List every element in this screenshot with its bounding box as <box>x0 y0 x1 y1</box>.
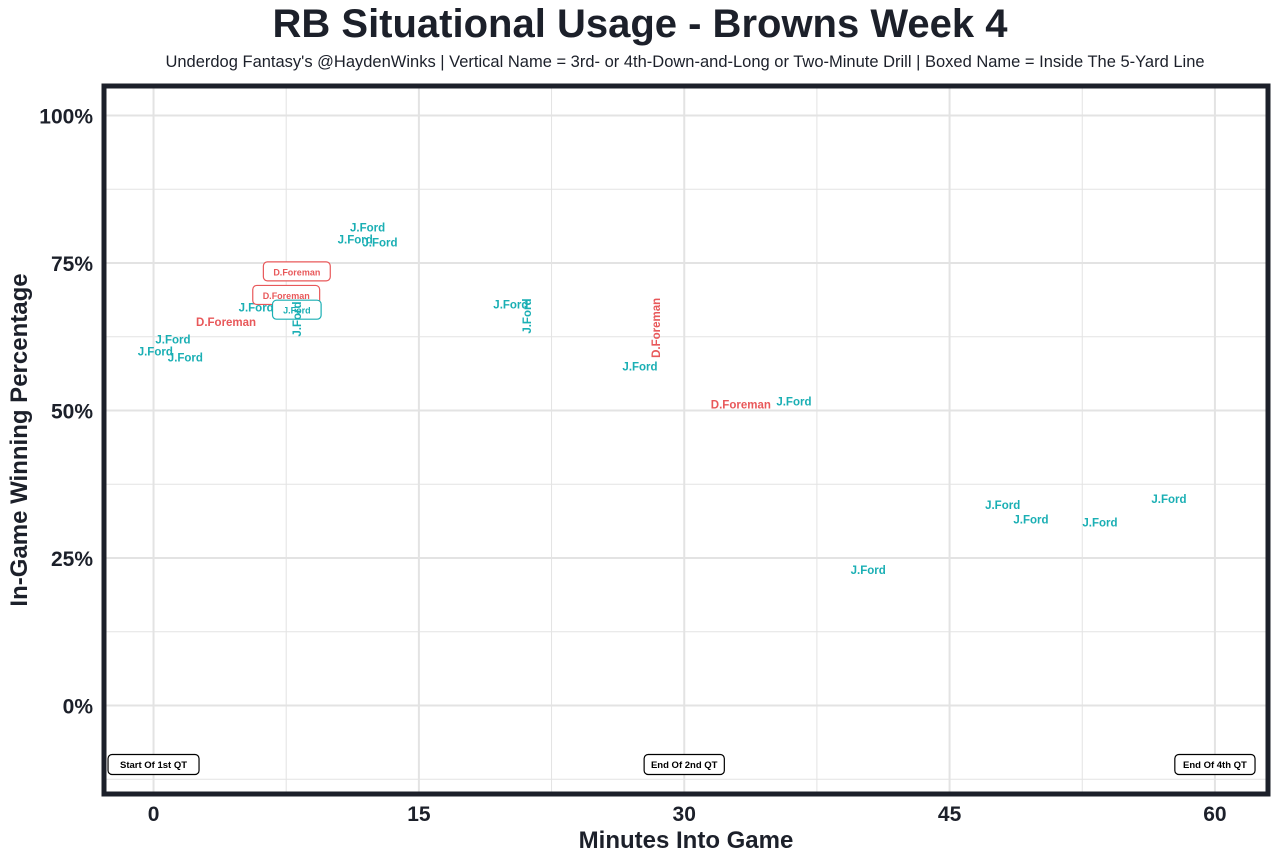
quarter-annotation: Start Of 1st QT <box>107 753 200 776</box>
y-tick-label: 50% <box>51 401 93 424</box>
data-label: J.Ford <box>138 347 173 359</box>
data-label: J.Ford <box>493 299 528 311</box>
panel-border <box>101 83 1271 797</box>
data-label: J.Ford <box>239 302 274 314</box>
data-label: J.Ford <box>776 397 811 409</box>
chart-subtitle: Underdog Fantasy's @HaydenWinks | Vertic… <box>165 53 1205 71</box>
data-label: J.Ford <box>985 500 1020 512</box>
y-tick-label: 25% <box>51 548 93 571</box>
svg-text:D.Foreman: D.Foreman <box>263 291 310 301</box>
data-label: D.Foreman <box>711 400 771 412</box>
data-label: J.Ford <box>1151 494 1186 506</box>
data-label-vertical: J.Ford <box>522 299 534 334</box>
data-label: J.Ford <box>1082 518 1117 530</box>
chart-title: RB Situational Usage - Browns Week 4 <box>272 2 1008 46</box>
data-label: J.Ford <box>622 361 657 373</box>
data-label: J.Ford <box>155 335 190 347</box>
svg-text:Start Of 1st QT: Start Of 1st QT <box>120 760 187 771</box>
data-label: J.Ford <box>362 237 397 249</box>
data-label: J.Ford <box>1013 515 1048 527</box>
y-axis-title: In-Game Winning Percentage <box>6 273 33 606</box>
data-label: J.Ford <box>338 234 373 246</box>
data-label: J.Ford <box>350 223 385 235</box>
svg-text:J.Ford: J.Ford <box>283 306 311 316</box>
data-label-boxed: J.Ford <box>271 299 322 320</box>
svg-text:End Of 4th QT: End Of 4th QT <box>1183 760 1247 771</box>
quarter-annotation: End Of 2nd QT <box>643 753 725 776</box>
y-tick-label: 75% <box>51 253 93 276</box>
grid <box>104 86 1268 794</box>
x-axis-title: Minutes Into Game <box>579 827 794 854</box>
data-label-vertical: J.Ford <box>292 301 304 336</box>
data-label-boxed: D.Foreman <box>262 261 331 282</box>
quarter-annotation: End Of 4th QT <box>1174 753 1256 776</box>
data-label: J.Ford <box>168 352 203 364</box>
quarter-annotations: Start Of 1st QT End Of 2nd QT End Of 4th Q… <box>107 753 1256 776</box>
x-tick-label: 0 <box>148 803 160 826</box>
data-label: D.Foreman <box>196 317 256 329</box>
svg-text:End Of 2nd QT: End Of 2nd QT <box>651 760 718 771</box>
x-tick-label: 15 <box>407 803 431 826</box>
svg-text:D.Foreman: D.Foreman <box>273 267 320 277</box>
data-label: J.Ford <box>851 565 886 577</box>
x-tick-label: 60 <box>1203 803 1226 826</box>
data-labels: J.FordJ.FordJ.FordD.ForemanJ.FordD.Forem… <box>138 223 1187 577</box>
y-tick-label: 0% <box>63 696 94 719</box>
axis-ticks: 0 15 30 45 60 0% 25% 50% 75% 100% <box>39 106 1226 827</box>
x-tick-label: 45 <box>938 803 962 826</box>
x-tick-label: 30 <box>673 803 696 826</box>
data-label-vertical: D.Foreman <box>651 298 663 358</box>
y-tick-label: 100% <box>39 106 93 129</box>
